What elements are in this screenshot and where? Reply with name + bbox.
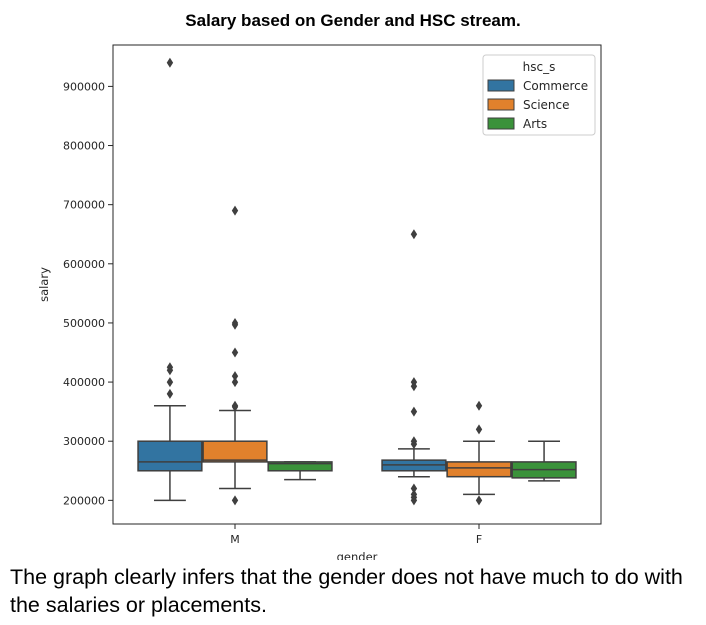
outlier-point — [410, 439, 418, 450]
y-tick-label: 400000 — [63, 376, 105, 389]
outlier-point — [231, 319, 239, 330]
legend-label-science: Science — [523, 98, 570, 112]
plot-frame — [112, 44, 602, 525]
outlier-point — [231, 495, 239, 506]
legend-label-commerce: Commerce — [523, 79, 588, 93]
chart-title: Salary based on Gender and HSC stream. — [185, 11, 521, 30]
outlier-point — [231, 371, 239, 382]
caption-text: The graph clearly infers that the gender… — [10, 565, 683, 617]
box-science-f — [446, 461, 512, 478]
outlier-point — [231, 377, 239, 388]
box-commerce-m — [137, 440, 203, 472]
outlier-point — [231, 401, 239, 412]
outlier-point — [166, 388, 174, 399]
outlier-point — [410, 381, 418, 392]
y-axis-label: salary — [37, 267, 51, 302]
outlier-point — [410, 495, 418, 506]
y-tick-label: 900000 — [63, 80, 105, 93]
legend-title: hsc_s — [523, 60, 556, 74]
outlier-point — [231, 347, 239, 358]
x-axis-label: gender — [337, 550, 378, 560]
outlier-point — [410, 483, 418, 494]
y-tick-label: 300000 — [63, 435, 105, 448]
outlier-point — [475, 400, 483, 411]
x-tick-label: F — [476, 533, 482, 546]
outlier-point — [231, 205, 239, 216]
y-tick-label: 700000 — [63, 199, 105, 212]
legend-swatch-science — [487, 98, 515, 111]
box-science-m — [202, 440, 268, 463]
legend-swatch-commerce — [487, 79, 515, 92]
outlier-point — [410, 406, 418, 417]
outlier-point — [166, 57, 174, 68]
box-plot: 200000 300000 400000 500000 600000 700000 8000… — [37, 44, 602, 560]
y-tick-label: 200000 — [63, 494, 105, 507]
box-arts-m — [267, 461, 333, 472]
legend-label-arts: Arts — [523, 117, 547, 131]
y-tick-label: 600000 — [63, 258, 105, 271]
outlier-point — [410, 229, 418, 240]
outlier-point — [166, 377, 174, 388]
outlier-point — [475, 424, 483, 435]
outlier-point — [475, 495, 483, 506]
outlier-point — [166, 365, 174, 376]
y-tick-label: 500000 — [63, 317, 105, 330]
legend-box — [482, 54, 596, 136]
legend-swatch-arts — [487, 117, 515, 130]
y-tick-label: 800000 — [63, 140, 105, 153]
x-tick-label: M — [230, 533, 240, 546]
